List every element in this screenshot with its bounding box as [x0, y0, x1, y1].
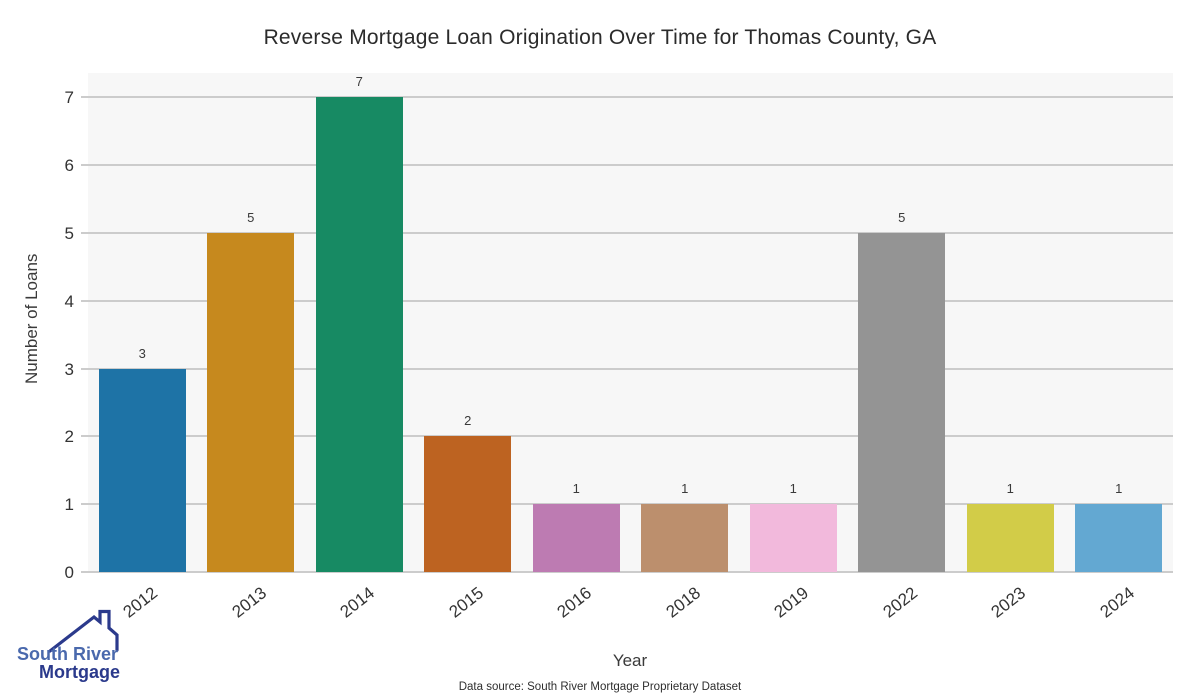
x-tick-label-2016: 2016	[553, 583, 596, 622]
y-tick-mark	[81, 96, 88, 99]
bar-value-label: 5	[898, 210, 906, 225]
bar-2013	[207, 233, 295, 572]
y-tick-mark	[81, 367, 88, 370]
y-tick-label: 3	[64, 359, 74, 379]
x-tick-label-2019: 2019	[770, 583, 813, 622]
bar-2012	[98, 368, 186, 572]
bar-2016	[532, 504, 620, 572]
logo-line2: Mortgage	[39, 662, 120, 682]
x-tick-label-2022: 2022	[879, 583, 921, 622]
bar-value-label: 7	[355, 74, 363, 90]
y-tick-label: 2	[64, 427, 74, 447]
bar-2014	[315, 97, 403, 572]
y-tick-label: 0	[64, 563, 74, 582]
south-river-mortgage-logo: South River Mortgage	[17, 609, 120, 682]
gridline-y7	[88, 96, 1173, 99]
x-tick-label-2024: 2024	[1096, 583, 1138, 622]
y-axis-label: Number of Loans	[22, 253, 41, 384]
bar-2023	[966, 504, 1054, 572]
gridline-y6	[88, 164, 1173, 167]
bar-value-label: 3	[138, 345, 146, 361]
bar-value-label: 1	[572, 481, 580, 497]
logo-line1: South River	[17, 644, 118, 664]
x-tick-label-2018: 2018	[662, 583, 704, 622]
bar-value-label: 2	[464, 413, 472, 429]
y-tick-label: 4	[64, 291, 74, 311]
bar-2019	[749, 504, 837, 572]
y-tick-label: 7	[64, 88, 74, 108]
y-tick-mark	[81, 503, 88, 506]
data-source-note: Data source: South River Mortgage Propri…	[458, 681, 742, 693]
bar-value-label: 1	[1115, 481, 1123, 497]
y-tick-mark	[81, 571, 88, 573]
y-tick-mark	[81, 232, 88, 234]
bar-2022	[858, 233, 946, 572]
chart-title: Reverse Mortgage Loan Origination Over T…	[263, 26, 937, 49]
x-tick-label-2023: 2023	[987, 583, 1030, 622]
y-tick-mark	[81, 299, 88, 302]
x-axis-label: Year	[612, 651, 648, 670]
bar-value-label: 1	[789, 481, 797, 497]
y-tick-label: 1	[64, 495, 74, 515]
x-tick-label-2015: 2015	[445, 583, 487, 622]
house-roof-icon	[48, 609, 119, 653]
gridline-y5	[88, 232, 1173, 234]
gridline-y2	[88, 435, 1173, 438]
bar-value-label: 5	[247, 210, 255, 225]
gridline-y0	[88, 571, 1173, 573]
bar-2024	[1075, 504, 1163, 572]
bar-2015	[424, 436, 512, 572]
y-tick-label: 5	[64, 224, 74, 243]
bar-value-label: 1	[681, 481, 689, 497]
plot-area: 3 5 7 2 1 1 1 5 1 1	[88, 73, 1173, 573]
x-tick-label-2013: 2013	[228, 583, 270, 622]
x-tick-label-2014: 2014	[336, 583, 379, 622]
bar-2018	[641, 504, 729, 572]
gridline-y4	[88, 299, 1173, 302]
y-tick-label: 6	[64, 156, 74, 176]
y-tick-mark	[81, 164, 88, 167]
y-tick-mark	[81, 435, 88, 438]
gridline-y1	[88, 503, 1173, 506]
gridline-y3	[88, 367, 1173, 370]
bar-value-label: 1	[1006, 481, 1014, 497]
